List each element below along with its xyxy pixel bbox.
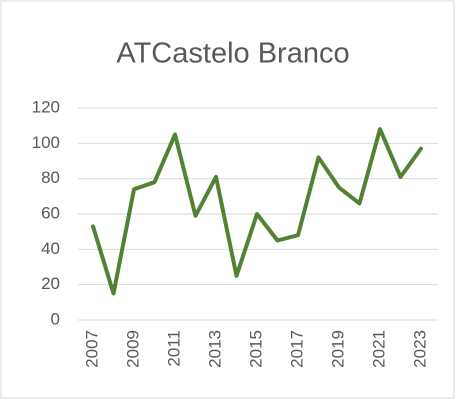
x-tick-label: 2009 — [123, 330, 142, 368]
x-tick-label: 2015 — [246, 330, 265, 368]
y-tick-label: 120 — [32, 97, 60, 116]
y-tick-label: 80 — [41, 168, 60, 187]
y-tick-label: 60 — [41, 203, 60, 222]
y-tick-label: 100 — [32, 133, 60, 152]
x-tick-label: 2017 — [287, 330, 306, 368]
x-tick-label: 2011 — [164, 330, 183, 367]
y-tick-label: 40 — [41, 239, 60, 258]
data-line — [91, 127, 423, 296]
chart-title: ATCastelo Branco — [116, 38, 349, 70]
x-tick-label: 2021 — [369, 330, 388, 368]
x-tick-label: 2019 — [328, 330, 347, 368]
x-tick-label: 2007 — [82, 330, 101, 368]
y-tick-label: 0 — [51, 309, 60, 328]
x-tick-label: 2023 — [410, 330, 429, 368]
y-tick-label: 20 — [41, 274, 60, 293]
x-tick-label: 2013 — [205, 330, 224, 368]
